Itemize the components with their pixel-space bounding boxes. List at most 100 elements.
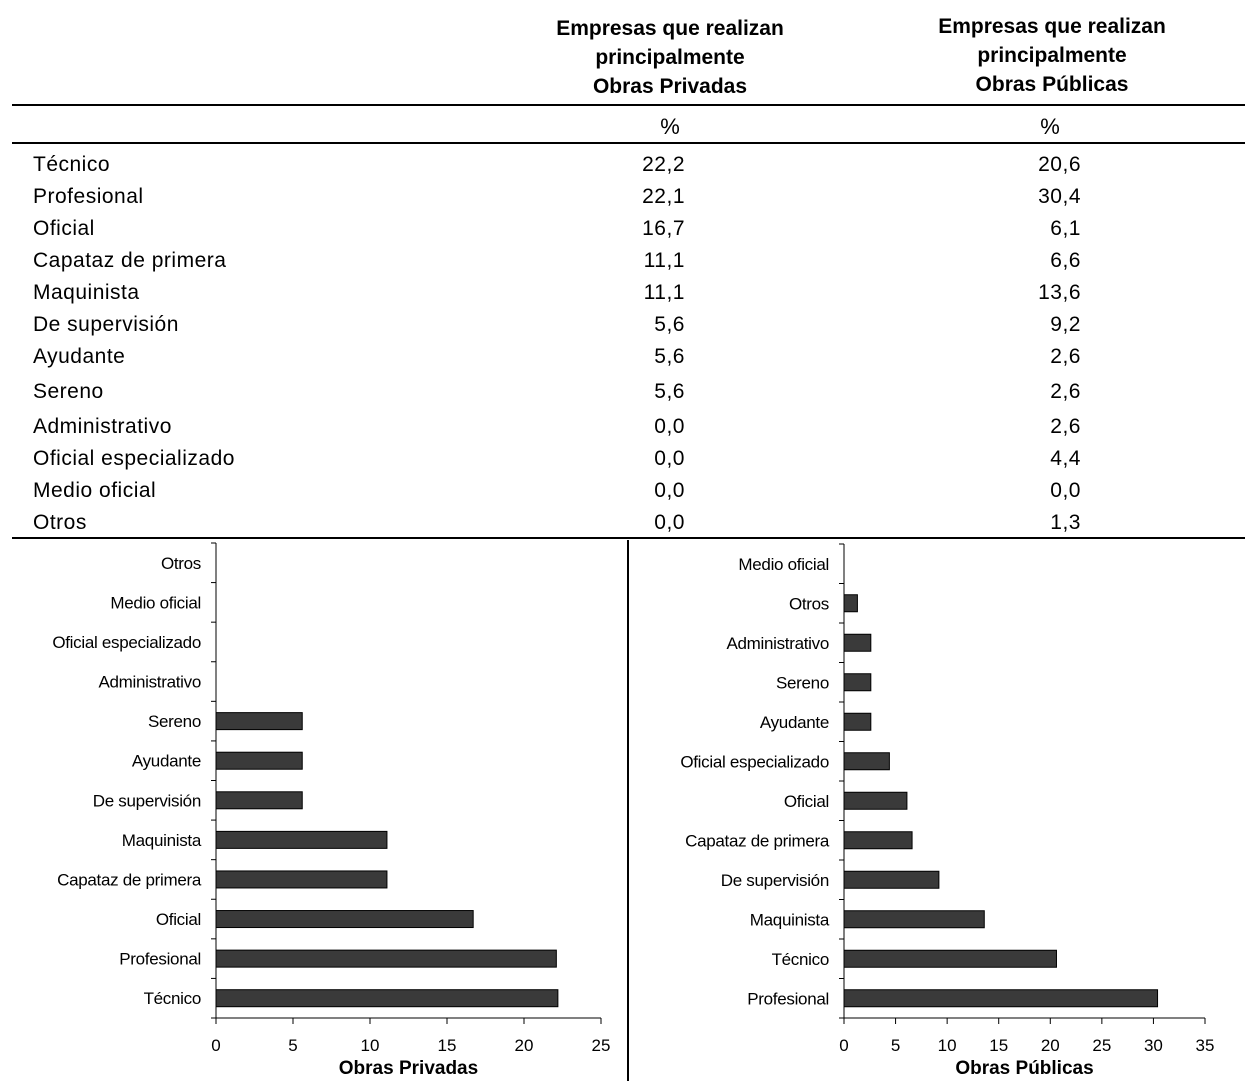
header-rule-top [12,104,1245,106]
category-label: Ayudante [760,713,829,732]
category-label: Medio oficial [738,555,829,574]
category-label: Capataz de primera [57,870,202,889]
value-publicas: 13,6 [1038,281,1081,304]
bar [215,910,474,929]
category-label: Oficial especializado [52,633,201,652]
row-label: Profesional [33,185,144,208]
row-label: De supervisión [33,313,179,336]
category-label: Sereno [148,712,201,731]
value-publicas: 6,6 [1050,249,1081,272]
bar [843,831,913,850]
chart-obras-publicas: Medio oficial Otros Administrativo Sereno Ay… [680,543,1215,1079]
bar [843,791,908,810]
col-header-publicas-line-2: principalmente [977,44,1127,67]
value-publicas: 0,0 [1050,479,1081,502]
col-header-publicas-line-3: Obras Públicas [975,73,1129,96]
bar [843,594,858,613]
table-rule-bottom [12,537,1245,539]
category-label: Maquinista [750,910,830,929]
value-publicas: 6,1 [1050,217,1081,240]
category-label: Administrativo [726,634,829,653]
row-label: Oficial [33,217,95,240]
value-publicas: 2,6 [1050,380,1081,403]
bar [215,989,559,1008]
row-label: Ayudante [33,345,126,368]
bar [215,751,303,770]
bar [215,712,303,731]
value-privadas: 11,1 [643,281,685,304]
table-row: De supervisión 5,6 9,2 [0,310,1245,342]
value-publicas: 30,4 [1038,185,1081,208]
bar [843,870,940,889]
category-label: Maquinista [122,831,202,850]
category-label: De supervisión [721,871,829,890]
table-row: Medio oficial 0,0 0,0 [0,476,1245,508]
value-publicas: 2,6 [1050,415,1081,438]
value-privadas: 5,6 [654,345,685,368]
row-label: Otros [33,511,87,534]
x-tick-label: 0 [839,1036,848,1055]
x-tick-label: 20 [1041,1036,1060,1055]
unit-privadas: % [660,114,680,139]
table-row: Profesional 22,1 30,4 [0,182,1245,214]
x-tick-label: 30 [1144,1036,1163,1055]
value-privadas: 11,1 [643,249,685,272]
bar [843,910,985,929]
category-label: Capataz de primera [685,831,830,850]
category-label: Oficial especializado [680,752,829,771]
row-label: Maquinista [33,281,140,304]
category-label: Sereno [776,673,829,692]
x-tick-label: 15 [989,1036,1008,1055]
x-tick-label: 10 [938,1036,957,1055]
value-publicas: 20,6 [1038,153,1081,176]
category-label: Otros [161,554,201,573]
header-rule-bottom [12,142,1245,144]
bar [843,989,1159,1008]
row-label: Medio oficial [33,479,157,502]
chart-divider [627,540,629,1081]
unit-publicas: % [1040,114,1060,139]
value-privadas: 22,1 [642,185,685,208]
x-tick-label: 15 [438,1036,457,1055]
category-label: Técnico [772,950,829,969]
value-privadas: 16,7 [642,217,685,240]
value-privadas: 0,0 [654,415,685,438]
col-header-privadas-line-3: Obras Privadas [592,75,748,98]
value-privadas: 0,0 [654,511,685,534]
value-privadas: 0,0 [654,447,685,470]
table-row: Otros 0,0 1,3 [0,508,1245,540]
category-label: Oficial [156,910,201,929]
bar [843,673,872,692]
bar [215,791,303,810]
category-label: Ayudante [132,752,201,771]
row-label: Capataz de primera [33,249,227,272]
row-label: Técnico [33,153,111,176]
x-tick-label: 5 [288,1036,297,1055]
x-tick-label: 10 [361,1036,380,1055]
table-row: Maquinista 11,1 13,6 [0,278,1245,310]
x-axis-label: Obras Privadas [339,1058,478,1079]
category-label: Administrativo [98,673,201,692]
value-privadas: 5,6 [654,380,685,403]
x-tick-label: 25 [1092,1036,1111,1055]
bar [843,633,872,652]
col-header-privadas: Empresas que realizan principalmente Obr… [525,14,815,101]
value-privadas: 0,0 [654,479,685,502]
x-tick-label: 35 [1196,1036,1215,1055]
bar [215,830,388,849]
category-label: Profesional [747,989,829,1008]
bar [843,752,890,771]
value-publicas: 9,2 [1050,313,1081,336]
value-privadas: 5,6 [654,313,685,336]
x-axis-label: Obras Públicas [955,1058,1093,1079]
chart-obras-privadas: Otros Medio oficial Oficial especializado A… [52,542,610,1079]
value-publicas: 2,6 [1050,345,1081,368]
col-header-publicas-line-1: Empresas que realizan [938,15,1166,38]
x-tick-label: 20 [515,1036,534,1055]
category-label: Medio oficial [110,593,201,612]
category-label: Técnico [144,989,201,1008]
bar [215,870,388,889]
bar [843,712,872,731]
row-label: Sereno [33,380,104,403]
col-header-privadas-line-1: Empresas que realizan [556,17,784,40]
